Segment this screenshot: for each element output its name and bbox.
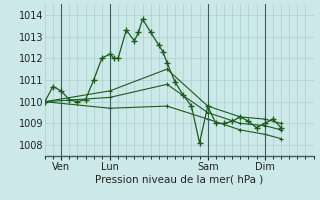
X-axis label: Pression niveau de la mer( hPa ): Pression niveau de la mer( hPa ) [95,174,263,184]
